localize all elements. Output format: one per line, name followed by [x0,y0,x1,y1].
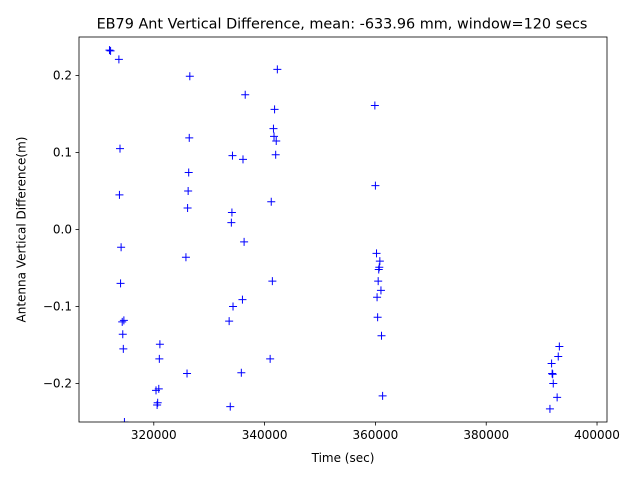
data-point [115,144,124,153]
data-point [115,190,124,199]
data-point [372,249,381,258]
chart-title: EB79 Ant Vertical Difference, mean: -633… [97,17,588,33]
y-axis-label: Antenna Vertical Difference(m) [15,137,29,323]
y-tick-label: −0.1 [43,300,72,314]
data-point [270,132,279,141]
data-point [238,295,247,304]
data-point [183,203,192,212]
data-point [240,237,249,246]
y-tick-label: 0.2 [53,69,72,83]
data-point [225,317,234,326]
x-tick-label: 380000 [463,428,509,442]
data-point [376,286,385,295]
data-point [228,151,237,160]
data-point [227,218,236,227]
data-point [238,155,247,164]
data-point [266,354,275,363]
data-point [555,342,564,351]
y-axis: −0.2 −0.1 0.0 0.1 0.2 [43,69,79,391]
data-point [226,402,235,411]
x-tick-label: 400000 [574,428,620,442]
x-tick-label: 340000 [242,428,288,442]
data-point [553,393,562,402]
data-point [118,317,127,326]
x-axis-label: Time (sec) [311,451,375,465]
data-point [547,359,556,368]
data-point [106,46,115,55]
data-point [272,136,281,145]
data-point [114,55,123,64]
y-tick-label: 0.0 [53,223,72,237]
data-point [375,257,384,266]
data-point [120,418,129,422]
data-point [117,243,126,252]
data-point [375,263,384,272]
data-point [377,331,386,340]
data-point [373,313,382,322]
data-point [374,277,383,286]
x-tick-label: 360000 [353,428,399,442]
data-point [184,187,193,195]
data-point [154,384,163,393]
data-point [229,302,238,311]
data-point [378,391,387,400]
data-point [118,330,127,339]
y-tick-label: 0.1 [53,146,72,160]
data-point [554,352,563,361]
data-point [270,105,279,114]
data-point [373,293,382,302]
data-point [119,344,128,353]
data-point [241,90,250,99]
data-point [548,369,557,378]
data-point [545,404,554,413]
data-point [273,65,282,74]
data-point [155,340,164,349]
data-point [371,181,380,190]
x-tick-label: 320000 [131,428,177,442]
data-point [105,46,114,55]
data-point [119,316,128,325]
data-point [183,369,192,378]
data-point [185,72,194,81]
data-point [267,197,276,206]
data-point [116,279,125,288]
x-axis: 320000 340000 360000 380000 400000 [131,422,620,442]
data-point [549,379,558,388]
data-point [184,168,193,177]
data-point [268,277,277,286]
data-point [269,124,278,133]
plot-area [105,46,564,422]
data-point [153,398,162,407]
data-point [370,101,379,110]
y-tick-label: −0.2 [43,377,72,391]
data-point [185,133,194,142]
data-point [237,368,246,377]
data-point [181,253,190,262]
data-point [548,370,557,379]
data-point [155,354,164,363]
data-point [271,150,280,159]
axes-frame [78,36,608,423]
data-point [227,208,236,217]
